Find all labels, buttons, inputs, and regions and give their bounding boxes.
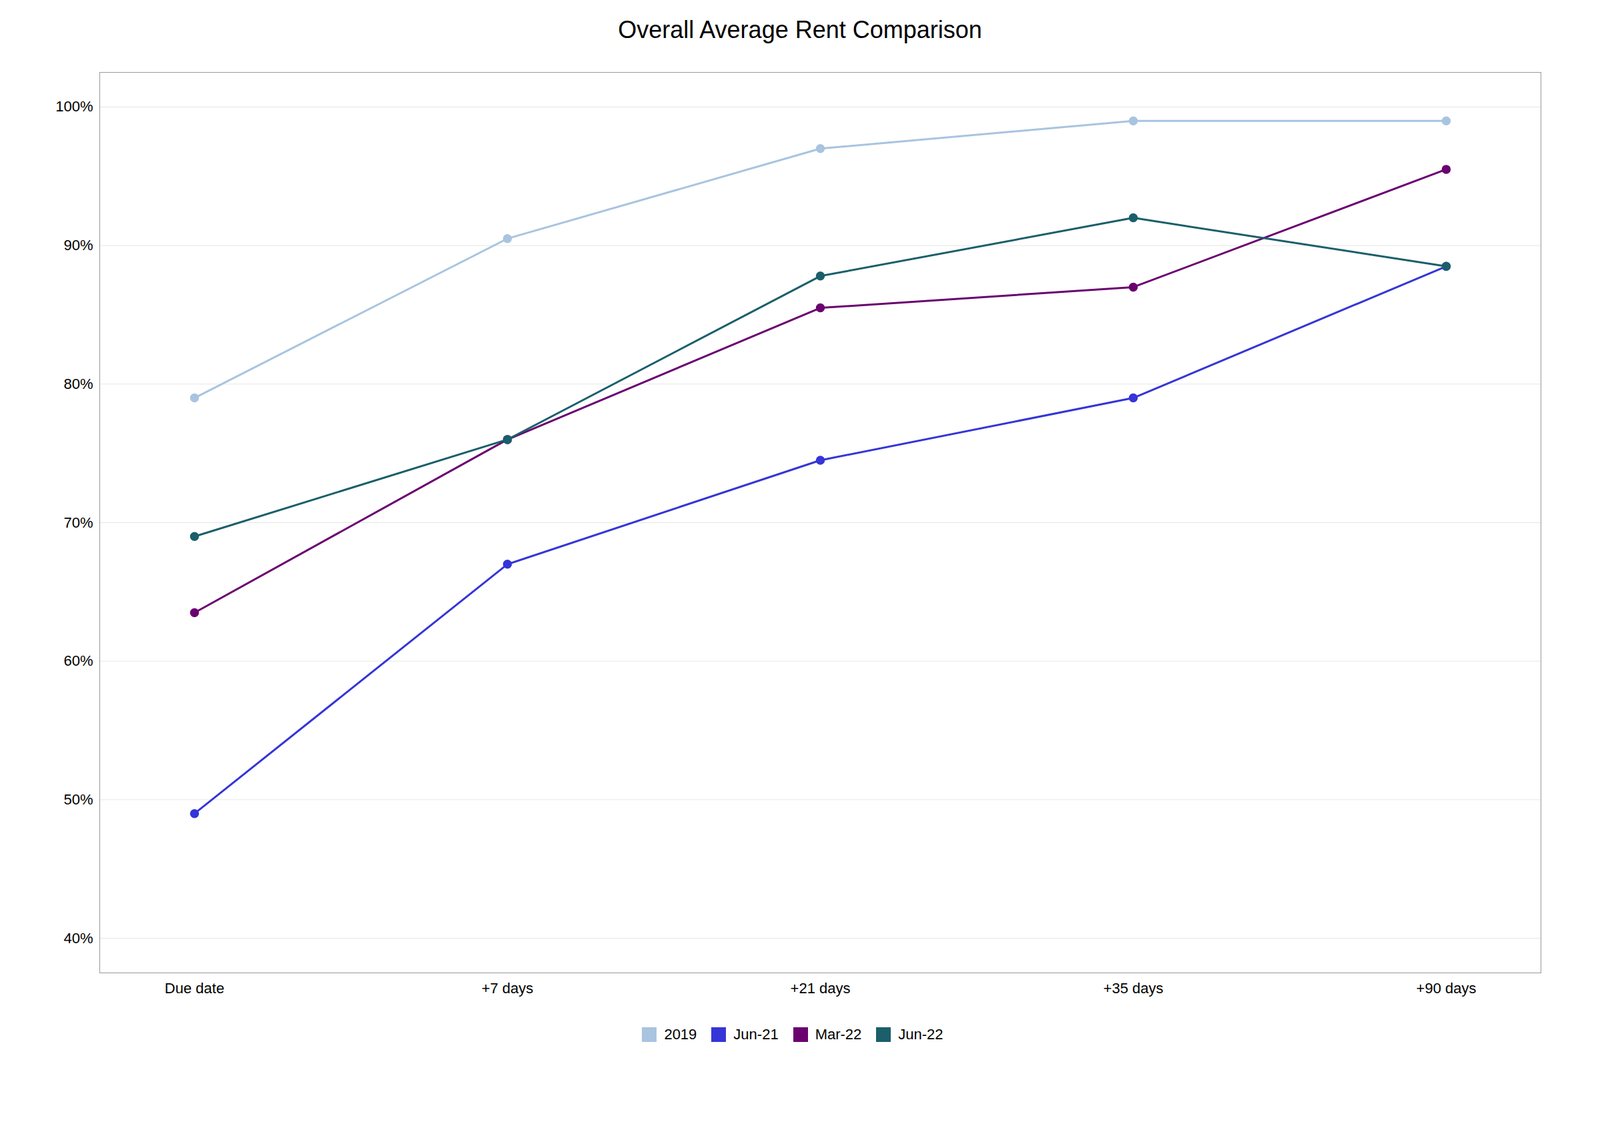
svg-text:90%: 90%	[63, 236, 93, 254]
svg-text:+35 days: +35 days	[1103, 980, 1164, 997]
html-text:Mar-22: Mar-22	[815, 1025, 862, 1043]
svg-text:+90 days: +90 days	[1416, 980, 1477, 997]
svg-text:70%: 70%	[63, 514, 93, 532]
svg-text:80%: 80%	[63, 375, 93, 393]
html-text:Overall Average Rent Compariso: Overall Average Rent Comparison	[617, 16, 983, 44]
html-text:2019: 2019	[664, 1025, 697, 1043]
svg-text:40%: 40%	[63, 930, 93, 947]
svg-text:+7 days: +7 days	[481, 980, 534, 997]
svg-text:+21 days: +21 days	[790, 980, 851, 997]
svg-text:100%: 100%	[55, 98, 93, 115]
svg-text:60%: 60%	[63, 652, 93, 670]
html-text:Jun-22: Jun-22	[898, 1025, 944, 1043]
svg-text:Due date: Due date	[164, 980, 225, 997]
svg-text:50%: 50%	[63, 791, 93, 809]
html-text:Jun-21: Jun-21	[733, 1025, 779, 1043]
